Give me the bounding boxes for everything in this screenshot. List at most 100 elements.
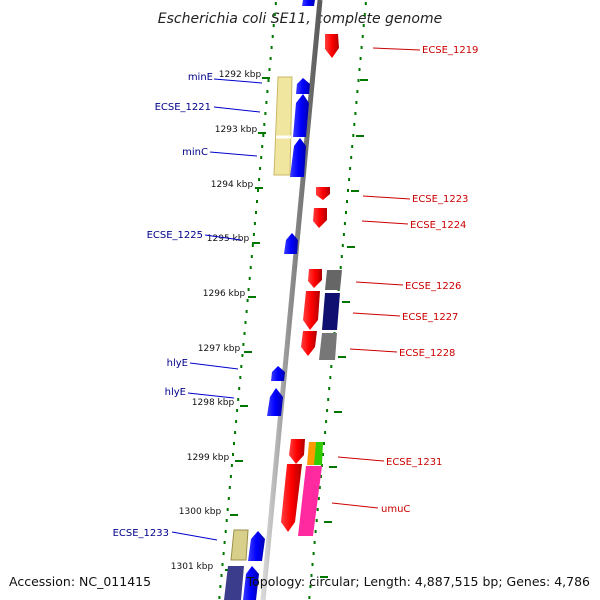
rail-dot-right	[357, 79, 360, 82]
dotted-rails	[218, 2, 368, 599]
rail-dot-left	[247, 288, 250, 291]
rail-dot-right	[354, 112, 357, 115]
rail-dot-left	[260, 156, 263, 159]
leader-line-reverse	[337, 456, 385, 462]
major-tick-left	[240, 405, 248, 407]
rail-dot-right	[327, 398, 330, 401]
major-tick-right	[320, 576, 328, 578]
rail-dot-left	[224, 530, 227, 533]
kbp-tick-label: 1293 kbp	[215, 125, 258, 135]
gene-block-grey-1	[325, 270, 342, 290]
major-tick-right	[329, 466, 337, 468]
major-tick-right	[338, 356, 346, 358]
gene-label-reverse: ECSE_1223	[412, 194, 468, 205]
rail-dot-left	[263, 123, 266, 126]
leader-line-forward	[187, 392, 235, 399]
rail-dot-left	[268, 68, 271, 71]
leader-line-reverse	[361, 220, 409, 225]
leader-line-reverse	[362, 195, 411, 200]
gene-label-forward: hlyE	[165, 387, 186, 398]
rail-dot-right	[312, 552, 315, 555]
accession-text: Accession: NC_011415	[9, 574, 151, 589]
gene-arrow-forward	[248, 531, 265, 561]
gene-label-forward: ECSE_1233	[113, 528, 169, 539]
gene-arrow-forward	[296, 78, 310, 94]
rail-dot-left	[264, 112, 267, 115]
gene-block-indigo	[224, 566, 244, 600]
gene-block-minE-region	[273, 76, 293, 176]
gene-block-orange	[307, 442, 316, 465]
rail-dot-right	[316, 508, 319, 511]
rail-dot-left	[226, 508, 229, 511]
gene-arrow-forward	[267, 388, 283, 416]
rail-dot-left	[238, 387, 241, 390]
gene-arrow-reverse	[325, 34, 339, 58]
kbp-tick-label: 1295 kbp	[207, 234, 250, 244]
rail-dot-right	[361, 35, 364, 38]
rail-dot-left	[239, 376, 242, 379]
gene-arrow-reverse	[313, 208, 327, 228]
rail-dot-left	[244, 321, 247, 324]
leader-line-reverse	[372, 47, 421, 51]
rail-dot-left	[248, 277, 251, 280]
kbp-tick-label: 1301 kbp	[171, 562, 214, 572]
rail-dot-right	[353, 123, 356, 126]
rail-dot-right	[343, 222, 346, 225]
major-tick-right	[347, 246, 355, 248]
rail-dot-right	[315, 519, 318, 522]
rail-dot-left	[237, 398, 240, 401]
rail-dot-left	[222, 552, 225, 555]
rail-dot-right	[349, 167, 352, 170]
rail-dot-left	[258, 178, 261, 181]
kbp-ticks: 1292 kbp 1293 kbp 1294 kbp 1295 kbp 1296…	[171, 70, 262, 572]
kbp-tick-label: 1299 kbp	[187, 453, 230, 463]
rail-dot-left	[234, 431, 237, 434]
rail-dot-left	[236, 409, 239, 412]
gene-label-reverse: ECSE_1228	[399, 348, 455, 359]
gene-arrow-reverse	[308, 269, 322, 288]
rail-dot-right	[318, 486, 321, 489]
leader-line-forward	[171, 531, 218, 541]
gene-label-reverse: ECSE_1226	[405, 281, 461, 292]
kbp-tick-label: 1297 kbp	[198, 344, 241, 354]
leader-line-forward	[189, 362, 239, 370]
rail-dot-left	[269, 57, 272, 60]
major-tick-right	[360, 79, 368, 81]
rail-dot-right	[363, 13, 366, 16]
gene-arrow-forward	[243, 566, 259, 600]
rail-dot-left	[265, 101, 268, 104]
rail-dot-right	[352, 134, 355, 137]
rail-dot-right	[324, 431, 327, 434]
leader-line-reverse	[331, 502, 379, 509]
rail-dot-left	[228, 486, 231, 489]
rail-dot-left	[252, 233, 255, 236]
major-tick-left	[252, 242, 260, 244]
leader-lines	[171, 47, 421, 541]
gene-block-grey-2	[319, 333, 337, 360]
rail-dot-right	[359, 57, 362, 60]
gene-block-navy	[322, 293, 340, 330]
rail-dot-left	[245, 310, 248, 313]
rail-dot-right	[308, 596, 311, 599]
gene-arrow-reverse	[301, 331, 317, 356]
rail-dot-right	[364, 2, 367, 5]
rail-dot-right	[317, 497, 320, 500]
leader-line-reverse	[352, 312, 401, 317]
rail-dot-left	[233, 442, 235, 445]
major-tick-left	[262, 77, 270, 79]
gene-arrow-reverse	[281, 464, 302, 532]
kbp-tick-label: 1298 kbp	[192, 398, 235, 408]
major-tick-left	[258, 132, 266, 134]
rail-dot-right	[362, 24, 365, 27]
rail-dot-right	[345, 211, 347, 214]
gene-label-reverse: ECSE_1219	[422, 45, 478, 56]
major-tick-left	[248, 296, 256, 298]
rail-dot-right	[342, 233, 345, 236]
gene-block-ecse1233	[230, 529, 249, 561]
gene-arrow-forward	[293, 94, 309, 137]
rail-dot-right	[310, 574, 313, 577]
rail-dot-left	[221, 563, 224, 566]
gene-label-reverse: umuC	[381, 504, 410, 515]
major-tick-left	[230, 514, 238, 516]
